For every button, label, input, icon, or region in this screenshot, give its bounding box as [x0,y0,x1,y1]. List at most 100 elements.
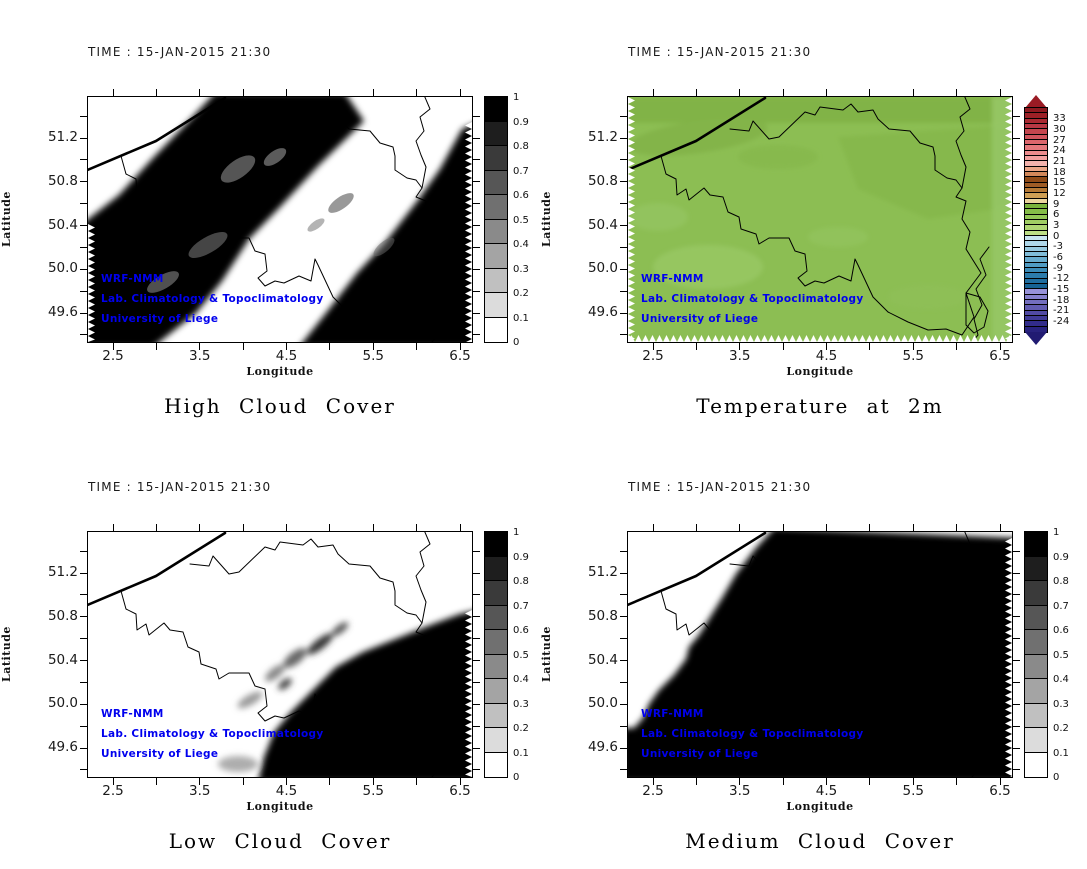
x-tick-mark [739,524,741,532]
x-tick-mark [199,524,201,532]
x-tick-mark [199,89,201,97]
y-tick-mark [1012,638,1020,640]
y-tick-label: 50.0 [587,695,618,712]
colorbar-stripe [1025,108,1047,114]
colorbar-stripe [1025,177,1047,183]
x-tick-label: 5.5 [362,783,384,799]
colorbar-cell [485,556,507,581]
x-tick-label: 4.5 [815,783,838,799]
y-tick-mark [1012,572,1020,574]
x-tick-mark [912,524,914,532]
colorbar-cell [485,679,507,704]
x-tick-mark [459,777,461,785]
colorbar-tick-label: 0.6 [1053,625,1069,636]
colorbar-cell [485,752,507,777]
y-tick-mark [1012,246,1020,248]
colorbar-stripe [1025,305,1047,311]
x-tick-mark [242,777,244,785]
colorbar-cell [485,317,507,342]
y-tick-mark [472,616,480,618]
model-watermark: WRF-NMM Lab. Climatology & Topoclimatolo… [641,704,864,764]
y-tick-label: 49.6 [587,304,618,320]
y-tick-mark [472,137,480,139]
x-tick-mark [826,89,827,97]
colorbar-cell [485,630,507,655]
x-tick-mark [999,89,1001,97]
colorbar-tick-label: 1 [513,92,520,103]
y-tick-mark [80,246,88,248]
x-tick-mark [739,89,741,97]
colorbar-stripe [1025,310,1047,316]
colorbar-stripe [1025,204,1047,210]
watermark-line: Lab. Climatology & Topoclimatology [641,728,864,740]
x-tick-mark [695,342,697,350]
colorbar-stripe [1025,284,1047,290]
colorbar-stripe [1025,252,1047,258]
panel-temperature-2m: TIME : 15-JAN-2015 21:30 WRF-NM [540,0,1087,435]
y-tick-label: 50.0 [587,260,618,277]
x-tick-mark [329,524,331,532]
colorbar-tick-label: 0.2 [513,288,529,299]
x-tick-mark [155,777,157,785]
colorbar-stripe [1025,145,1047,151]
colorbar-tick-label: 3 [1053,219,1060,231]
colorbar-tick-label: 0.5 [513,214,529,226]
y-tick-mark [1012,550,1020,552]
x-tick-mark [416,342,418,350]
colorbar-stripe [1025,262,1047,268]
colorbar-tick-label: 0.3 [513,263,529,275]
y-tick-label: 50.0 [47,260,78,277]
y-tick-mark [620,203,628,205]
x-tick-label: 3.5 [729,348,751,364]
x-tick-label: 3.5 [729,783,751,799]
colorbar-tick-label: 18 [1053,166,1066,178]
x-tick-label: 6.5 [449,783,471,799]
model-watermark: WRF-NMM Lab. Climatology & Topoclimatolo… [101,269,324,329]
x-tick-mark [695,524,697,532]
y-tick-mark [1012,137,1020,139]
y-tick-mark [620,638,628,640]
map-plot-temperature: WRF-NMM Lab. Climatology & Topoclimatolo… [627,96,1013,343]
x-tick-mark [329,89,331,97]
y-tick-label: 50.4 [587,216,618,233]
y-tick-mark [80,769,88,771]
x-tick-mark [416,777,418,785]
y-tick-mark [472,638,480,640]
y-tick-mark [1012,159,1020,161]
x-tick-mark [416,89,418,97]
y-tick-mark [620,616,628,618]
colorbar-arrow-cap-top [1025,95,1047,108]
x-tick-mark [739,777,741,785]
x-tick-mark [652,524,654,532]
colorbar-stripe [1025,182,1047,188]
y-tick-mark [472,703,480,705]
colorbar-stripe [1025,273,1047,279]
colorbar-stripe [1025,118,1047,124]
y-tick-mark [80,681,88,683]
colorbar-stripe [1025,209,1047,215]
y-axis-label: Latitude [0,191,13,248]
x-tick-mark [652,89,654,97]
y-tick-mark [1012,616,1020,618]
colorbar-cell [1025,752,1047,777]
x-tick-mark [112,524,114,532]
y-tick-mark [620,660,628,661]
y-tick-mark [620,115,628,117]
y-tick-mark [80,225,88,226]
colorbar-tick-label: -6 [1053,251,1063,263]
colorbar-tick-label: 27 [1053,134,1066,146]
colorbar-stripe [1025,134,1047,140]
y-tick-mark [80,181,88,183]
colorbar-stripe [1025,289,1047,295]
cloud-colorbar [1024,531,1048,778]
y-tick-mark [472,681,480,683]
x-tick-mark [912,89,914,97]
watermark-line: WRF-NMM [101,708,164,720]
watermark-line: Lab. Climatology & Topoclimatology [101,728,324,740]
colorbar-cell [485,532,507,557]
x-tick-mark [695,89,697,97]
y-tick-mark [472,181,480,183]
y-tick-mark [1012,334,1020,336]
y-axis-label: Latitude [0,626,13,683]
colorbar-stripe [1025,198,1047,204]
